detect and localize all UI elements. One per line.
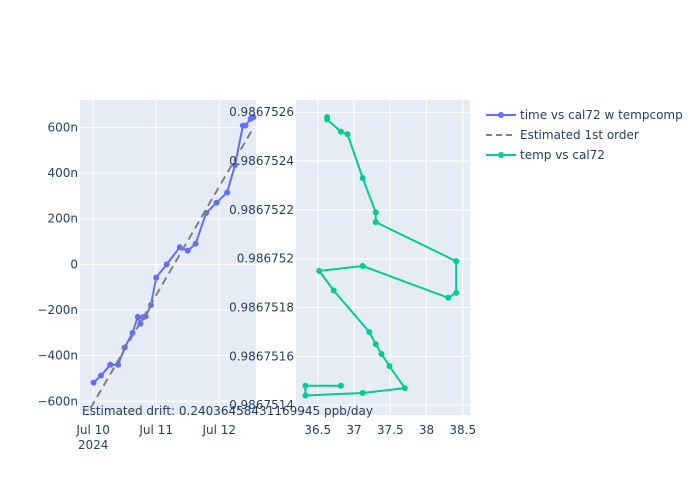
- data-point: [134, 313, 141, 320]
- data-point: [337, 382, 344, 389]
- data-point: [337, 128, 344, 135]
- data-point: [386, 363, 393, 370]
- data-point: [359, 263, 366, 270]
- y-tick-label: 0.9867526: [229, 105, 294, 119]
- legend: time vs cal72 w tempcomp Estimated 1st or…: [486, 108, 683, 162]
- data-point: [453, 289, 460, 296]
- data-point: [153, 274, 160, 281]
- data-point: [344, 131, 351, 138]
- y-tick-label: 400n: [47, 166, 78, 180]
- data-point: [184, 247, 191, 254]
- legend-item: time vs cal72 w tempcomp: [486, 108, 683, 122]
- data-point: [107, 361, 114, 368]
- data-point: [445, 294, 452, 301]
- plot-background: [296, 100, 470, 415]
- data-point: [242, 122, 249, 129]
- x-tick-label: Jul 12: [201, 423, 236, 437]
- y-tick-label: 0: [70, 257, 78, 271]
- data-point: [401, 385, 408, 392]
- legend-label: temp vs cal72: [520, 148, 605, 162]
- data-point: [176, 244, 183, 251]
- y-tick-label: −600n: [37, 394, 78, 408]
- gridlines: [80, 100, 256, 415]
- data-point: [324, 116, 331, 123]
- x-tick-label: Jul 11: [138, 423, 173, 437]
- y-tick-label: 0.9867522: [229, 203, 294, 217]
- data-point: [316, 267, 323, 274]
- data-point: [192, 240, 199, 247]
- data-point: [302, 392, 309, 399]
- legend-marker: [498, 152, 504, 158]
- legend-marker: [498, 112, 504, 118]
- series-line: [304, 117, 458, 397]
- data-point: [359, 390, 366, 397]
- x-tick-label: 37: [346, 423, 361, 437]
- data-point: [250, 114, 257, 121]
- y-tick-label: 0.9867524: [229, 154, 294, 168]
- legend-item: Estimated 1st order: [486, 128, 639, 142]
- y-tick-label: −400n: [37, 349, 78, 363]
- x-tick-label: 2024: [78, 438, 109, 452]
- y-tick-label: 0.986752: [237, 252, 294, 266]
- data-point: [372, 209, 379, 216]
- x-tick-label: Jul 10: [75, 423, 110, 437]
- legend-label: time vs cal72 w tempcomp: [520, 108, 683, 122]
- x-tick-label: 37.5: [377, 423, 404, 437]
- data-point: [330, 287, 337, 294]
- data-point: [115, 361, 122, 368]
- y-tick-label: −200n: [37, 303, 78, 317]
- data-point: [90, 379, 97, 386]
- data-point: [231, 162, 238, 169]
- x-tick-label: 38.5: [449, 423, 476, 437]
- y-tick-label: 0.9867516: [229, 349, 294, 363]
- y-tick-label: 0.9867514: [229, 398, 294, 412]
- data-point: [372, 219, 379, 226]
- series-2: [89, 127, 255, 409]
- data-point: [163, 261, 170, 268]
- x-tick-label: 36.5: [304, 423, 331, 437]
- y-tick-label: 600n: [47, 120, 78, 134]
- right-plot: 0.9867514 0.9867516 0.9867518 0.986752 0.986…: [229, 100, 476, 437]
- series-line: [89, 127, 255, 409]
- x-tick-label: 38: [419, 423, 434, 437]
- data-point: [224, 189, 231, 196]
- data-point: [378, 350, 385, 357]
- y-tick-label: 200n: [47, 212, 78, 226]
- data-point: [366, 328, 373, 335]
- data-point: [213, 199, 220, 206]
- data-point: [98, 372, 105, 379]
- data-point: [453, 258, 460, 265]
- legend-label: Estimated 1st order: [520, 128, 639, 142]
- data-point: [302, 382, 309, 389]
- data-point: [359, 175, 366, 182]
- y-tick-label: 0.9867518: [229, 301, 294, 315]
- legend-item: temp vs cal72: [486, 148, 605, 162]
- drift-annotation: Estimated drift: 0.24036458431169945 ppb…: [82, 404, 373, 418]
- data-point: [372, 341, 379, 348]
- series-1: [302, 114, 460, 399]
